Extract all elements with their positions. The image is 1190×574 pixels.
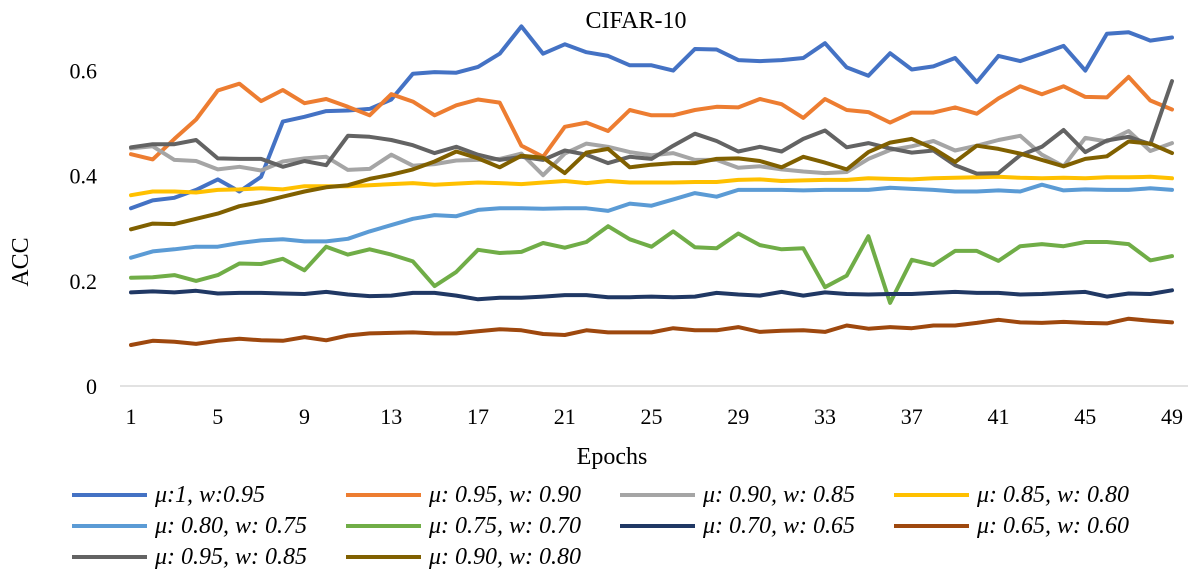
legend-swatch [620, 493, 695, 497]
x-axis-title: Epochs [577, 444, 648, 470]
legend-item: μ: 0.95, w: 0.90 [346, 480, 581, 510]
series-line-5 [129, 182, 1174, 260]
legend-item: μ: 0.90, w: 0.80 [346, 542, 581, 572]
legend-swatch [72, 524, 147, 528]
y-tick-label: 0.4 [70, 164, 98, 189]
legend-swatch [72, 555, 147, 559]
legend-swatch [346, 493, 421, 497]
legend-label: μ: 0.70, w: 0.65 [703, 512, 856, 539]
x-tick-label: 21 [554, 404, 576, 429]
x-tick-label: 49 [1161, 404, 1183, 429]
y-tick-label: 0 [86, 374, 97, 399]
legend-item: μ: 0.70, w: 0.65 [620, 511, 855, 541]
legend-item: μ: 0.75, w: 0.70 [346, 511, 581, 541]
series-line-7 [129, 288, 1174, 302]
series-lines [129, 24, 1174, 347]
series-line-10 [129, 136, 1174, 232]
legend-item: μ: 0.85, w: 0.80 [894, 480, 1129, 510]
legend-item: μ:1, w:0.95 [72, 480, 265, 510]
y-tick-label: 0.6 [70, 59, 98, 84]
legend-item: μ: 0.80, w: 0.75 [72, 511, 307, 541]
x-tick-label: 9 [299, 404, 310, 429]
series-line-3 [129, 129, 1174, 178]
legend-label: μ: 0.95, w: 0.85 [155, 543, 308, 570]
legend-swatch [620, 524, 695, 528]
legend-label: μ: 0.90, w: 0.80 [429, 543, 582, 570]
series-line-9 [129, 79, 1174, 176]
series-line-8 [129, 316, 1174, 347]
x-tick-label: 25 [641, 404, 663, 429]
x-tick-label: 41 [988, 404, 1010, 429]
series-line-4 [129, 174, 1174, 198]
chart: CIFAR-10 ACC Epochs 0 0.2 0.4 0.6 1 5 9 13 17 21… [8, 8, 1188, 470]
series-line-1 [129, 24, 1174, 211]
legend-swatch [894, 493, 969, 497]
x-tick-label: 29 [727, 404, 749, 429]
series-line-6 [129, 224, 1174, 305]
legend-swatch [346, 524, 421, 528]
x-tick-label: 17 [467, 404, 489, 429]
y-axis-title: ACC [8, 237, 34, 286]
x-tick-label: 33 [814, 404, 836, 429]
x-tick-label: 5 [212, 404, 223, 429]
legend-swatch [72, 493, 147, 497]
legend-label: μ: 0.95, w: 0.90 [429, 481, 582, 508]
y-tick-label: 0.2 [70, 269, 98, 294]
legend-item: μ: 0.95, w: 0.85 [72, 542, 307, 572]
legend-label: μ: 0.75, w: 0.70 [429, 512, 582, 539]
legend-label: μ: 0.65, w: 0.60 [977, 512, 1130, 539]
legend-label: μ: 0.85, w: 0.80 [977, 481, 1130, 508]
legend-label: μ: 0.90, w: 0.85 [703, 481, 856, 508]
y-tick-labels: 0 0.2 0.4 0.6 [70, 59, 98, 399]
legend-label: μ:1, w:0.95 [155, 481, 266, 508]
x-tick-label: 37 [901, 404, 923, 429]
legend-item: μ: 0.90, w: 0.85 [620, 480, 855, 510]
chart-title: CIFAR-10 [586, 8, 687, 34]
x-tick-label: 1 [126, 404, 137, 429]
legend-item: μ: 0.65, w: 0.60 [894, 511, 1129, 541]
series-line-2 [129, 74, 1174, 162]
x-tick-label: 13 [380, 404, 402, 429]
legend-swatch [346, 555, 421, 559]
legend-swatch [894, 524, 969, 528]
legend-label: μ: 0.80, w: 0.75 [155, 512, 308, 539]
x-tick-labels: 1 5 9 13 17 21 25 29 33 37 41 45 49 [126, 404, 1184, 429]
x-tick-label: 45 [1074, 404, 1096, 429]
